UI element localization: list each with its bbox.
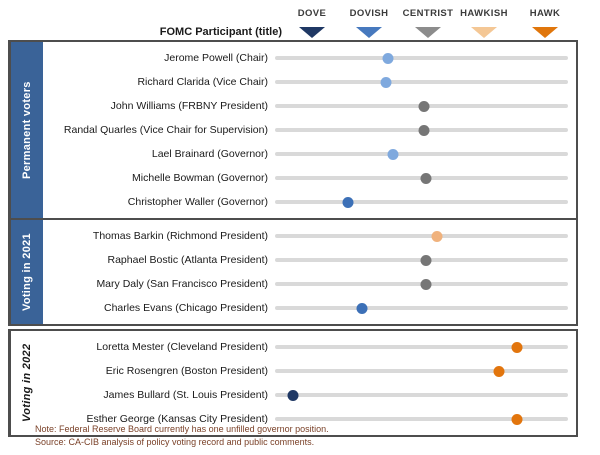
group-label: Permanent voters	[10, 42, 43, 218]
participant-name: Eric Rosengren (Boston President)	[105, 365, 268, 377]
group-label: Voting in 2021	[10, 220, 43, 324]
stance-dot	[382, 52, 394, 64]
participants-table: Permanent voters Jerome Powell (Chair) Ric…	[8, 40, 578, 437]
group-rows: Thomas Barkin (Richmond President) Raphae…	[43, 220, 576, 324]
participant-row: Loretta Mester (Cleveland President)	[43, 335, 576, 359]
stance-dot	[342, 196, 354, 208]
stance-track	[275, 124, 568, 136]
participant-row: Michelle Bowman (Governor)	[43, 166, 576, 190]
stance-dot	[511, 341, 523, 353]
scale-label-hawk: HAWK	[529, 8, 561, 19]
stance-track	[275, 230, 568, 242]
participant-column-title: FOMC Participant (title)	[159, 26, 282, 38]
scale-label-dove: DOVE	[297, 8, 327, 19]
stance-track	[275, 196, 568, 208]
stance-track	[275, 148, 568, 160]
participant-row: Randal Quarles (Vice Chair for Supervisi…	[43, 118, 576, 142]
group-voting-in-2021: Voting in 2021 Thomas Barkin (Richmond Pr…	[8, 220, 578, 326]
stance-dot	[420, 172, 432, 184]
participant-row: Richard Clarida (Vice Chair)	[43, 70, 576, 94]
stance-track	[275, 172, 568, 184]
stance-track	[275, 302, 568, 314]
stance-dot	[418, 124, 430, 136]
stance-dot	[287, 389, 299, 401]
footnotes: Note: Federal Reserve Board currently ha…	[35, 423, 329, 449]
centrist-triangle-icon	[415, 27, 441, 38]
participant-name: Loretta Mester (Cleveland President)	[96, 341, 268, 353]
group-label: Voting in 2022	[10, 331, 43, 435]
participant-row: Esther George (Kansas City President)	[43, 407, 576, 431]
stance-track	[275, 278, 568, 290]
stance-dot	[418, 100, 430, 112]
participant-row: Lael Brainard (Governor)	[43, 142, 576, 166]
stance-dot	[420, 254, 432, 266]
participant-name: Raphael Bostic (Atlanta President)	[107, 254, 269, 266]
stance-dot	[380, 76, 392, 88]
note-text: Note: Federal Reserve Board currently ha…	[35, 424, 329, 434]
participant-name: Randal Quarles (Vice Chair for Supervisi…	[63, 124, 268, 136]
dove-triangle-icon	[299, 27, 325, 38]
scale-label-hawkish: HAWKISH	[460, 8, 508, 19]
source-text: Source: CA-CIB analysis of policy voting…	[35, 437, 315, 448]
participant-row: Charles Evans (Chicago President)	[43, 296, 576, 320]
stance-track	[275, 100, 568, 112]
stance-track	[275, 389, 568, 401]
group-voting-in-2022: Voting in 2022 Loretta Mester (Cleveland …	[8, 329, 578, 437]
group-rows: Jerome Powell (Chair) Richard Clarida (Vi…	[43, 42, 576, 218]
stance-dot	[493, 365, 505, 377]
stance-track	[275, 413, 568, 425]
stance-dot	[356, 302, 368, 314]
participant-row: Raphael Bostic (Atlanta President)	[43, 248, 576, 272]
participant-name: Christopher Waller (Governor)	[127, 196, 268, 208]
stance-dot	[511, 413, 523, 425]
stance-track	[275, 52, 568, 64]
group-permanent-voters: Permanent voters Jerome Powell (Chair) Ric…	[8, 40, 578, 220]
participant-row: Eric Rosengren (Boston President)	[43, 359, 576, 383]
participant-name: John Williams (FRBNY President)	[110, 100, 268, 112]
participant-row: John Williams (FRBNY President)	[43, 94, 576, 118]
participant-row: Christopher Waller (Governor)	[43, 190, 576, 214]
participant-row: James Bullard (St. Louis President)	[43, 383, 576, 407]
participant-row: Thomas Barkin (Richmond President)	[43, 224, 576, 248]
group-rows: Loretta Mester (Cleveland President) Eric…	[43, 331, 576, 435]
participant-name: Esther George (Kansas City President)	[86, 413, 269, 425]
stance-dot	[431, 230, 443, 242]
participant-row: Mary Daly (San Francisco President)	[43, 272, 576, 296]
participant-name: Mary Daly (San Francisco President)	[96, 278, 268, 290]
stance-track	[275, 365, 568, 377]
participant-name: Charles Evans (Chicago President)	[104, 302, 268, 314]
stance-dot	[420, 278, 432, 290]
stance-dot	[387, 148, 399, 160]
dovish-triangle-icon	[356, 27, 382, 38]
stance-track	[275, 76, 568, 88]
participant-row: Jerome Powell (Chair)	[43, 46, 576, 70]
participant-name: James Bullard (St. Louis President)	[103, 389, 268, 401]
participant-name: Thomas Barkin (Richmond President)	[92, 230, 268, 242]
participant-name: Lael Brainard (Governor)	[151, 148, 268, 160]
stance-track	[275, 341, 568, 353]
scale-label-dovish: DOVISH	[349, 8, 389, 19]
participant-name: Richard Clarida (Vice Chair)	[137, 76, 268, 88]
scale-label-centrist: CENTRIST	[402, 8, 454, 19]
hawkish-triangle-icon	[471, 27, 497, 38]
participant-name: Jerome Powell (Chair)	[164, 52, 268, 64]
stance-track	[275, 254, 568, 266]
hawk-triangle-icon	[532, 27, 558, 38]
participant-name: Michelle Bowman (Governor)	[132, 172, 268, 184]
